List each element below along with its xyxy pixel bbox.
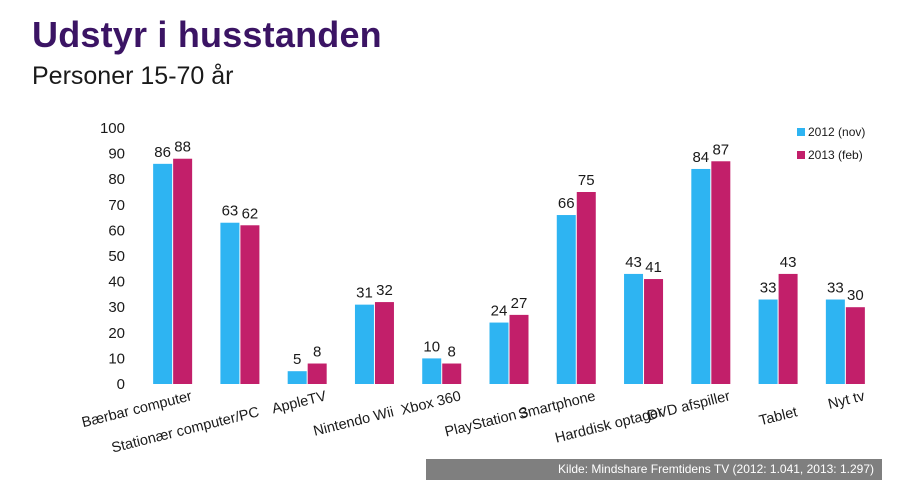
bar-2012 [758,299,778,384]
x-tick-label: Tablet [758,404,799,429]
x-tick-label: Nintendo Wii [312,404,396,439]
data-label: 32 [376,282,393,299]
bar-2013 [845,307,865,384]
data-label: 33 [827,280,844,297]
legend-swatch [797,128,805,136]
bar-2013 [374,302,394,384]
data-label: 66 [558,195,575,212]
y-tick-label: 30 [108,299,125,316]
data-label: 30 [847,287,864,304]
x-tick-label: AppleTV [270,388,328,417]
data-label: 43 [625,254,642,271]
y-tick-label: 0 [117,376,125,393]
data-label: 31 [356,285,373,302]
x-tick-label: Xbox 360 [399,388,462,418]
bar-2012 [489,322,509,384]
x-tick-label: Smartphone [517,388,598,423]
data-label: 86 [154,144,171,161]
bar-2013 [576,192,596,384]
bar-2013 [644,279,664,384]
legend-label: 2013 (feb) [808,148,863,162]
data-label: 84 [692,149,709,166]
bar-2013 [307,363,327,384]
data-label: 8 [448,344,456,361]
bar-2013 [173,158,193,384]
bar-2012 [422,358,442,384]
data-label: 41 [645,259,662,276]
data-label: 75 [578,172,595,189]
bar-2012 [220,222,240,384]
legend-label: 2012 (nov) [808,125,865,139]
y-tick-label: 50 [108,248,125,265]
y-tick-label: 10 [108,350,125,367]
bar-2012 [354,304,374,384]
data-label: 63 [222,203,239,220]
data-label: 62 [242,205,259,222]
data-label: 88 [174,139,191,156]
chart-subtitle: Personer 15-70 år [32,62,234,90]
legend-swatch [797,151,805,159]
y-tick-label: 100 [100,120,125,137]
data-label: 33 [760,280,777,297]
bar-2013 [778,273,798,384]
data-label: 27 [511,295,528,312]
bar-2013 [240,225,260,384]
y-tick-label: 90 [108,146,125,163]
y-tick-label: 80 [108,171,125,188]
bar-2012 [624,273,644,384]
x-tick-label: DVD afspiller [646,388,732,424]
bar-2012 [691,168,711,384]
source-note: Kilde: Mindshare Fremtidens TV (2012: 1.… [426,459,882,480]
y-tick-label: 40 [108,274,125,291]
y-tick-label: 20 [108,325,125,342]
data-label: 43 [780,254,797,271]
data-label: 5 [293,351,301,368]
data-label: 8 [313,344,321,361]
data-label: 87 [712,141,729,158]
bar-2012 [825,299,845,384]
bar-2012 [556,215,576,384]
data-label: 10 [423,338,440,355]
bar-2013 [711,161,731,384]
bar-2013 [442,363,462,384]
y-tick-label: 70 [108,197,125,214]
bar-2012 [153,163,173,384]
y-tick-label: 60 [108,222,125,239]
bar-2012 [287,371,307,384]
bar-2013 [509,314,529,384]
x-tick-label: Nyt tv [826,388,867,413]
data-label: 24 [491,303,508,320]
chart-title: Udstyr i husstanden [32,14,382,55]
